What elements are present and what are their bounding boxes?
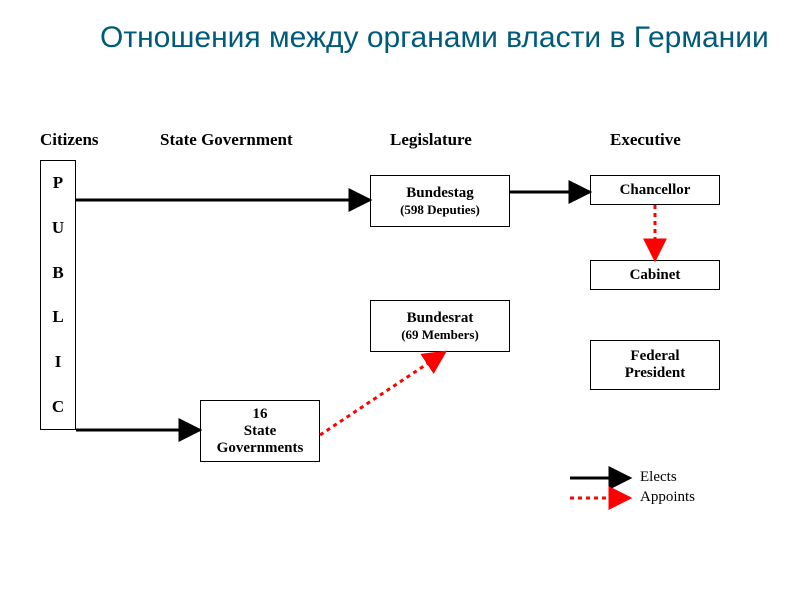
node-label: Federal <box>630 348 679 365</box>
node-state-governments: 16 State Governments <box>200 400 320 462</box>
public-letter: P <box>53 173 63 193</box>
col-executive: Executive <box>610 130 681 150</box>
node-bundesrat: Bundesrat (69 Members) <box>370 300 510 352</box>
node-label: President <box>625 365 686 382</box>
node-sublabel: (69 Members) <box>401 327 479 343</box>
public-letter: U <box>52 218 64 238</box>
node-federal-president: Federal President <box>590 340 720 390</box>
col-legislature: Legislature <box>390 130 472 150</box>
node-label: Governments <box>217 440 304 457</box>
node-sublabel: (598 Deputies) <box>400 202 480 218</box>
col-citizens: Citizens <box>40 130 99 150</box>
node-bundestag: Bundestag (598 Deputies) <box>370 175 510 227</box>
node-label: Cabinet <box>630 267 681 284</box>
legend-appoints: Appoints <box>640 489 695 506</box>
node-label: State <box>244 423 277 440</box>
public-letter: C <box>52 397 64 417</box>
public-letter: L <box>52 307 63 327</box>
public-letter: I <box>55 352 62 372</box>
public-box: P U B L I C <box>40 160 76 430</box>
col-state-gov: State Government <box>160 130 293 150</box>
node-chancellor: Chancellor <box>590 175 720 205</box>
node-label: 16 <box>253 406 268 423</box>
node-label: Chancellor <box>620 182 691 199</box>
page-title: Отношения между органами власти в Герман… <box>100 20 769 56</box>
public-letter: B <box>52 263 63 283</box>
appoints-arrow <box>320 352 445 435</box>
node-label: Bundestag <box>406 185 474 202</box>
legend-elects: Elects <box>640 469 677 486</box>
node-cabinet: Cabinet <box>590 260 720 290</box>
node-label: Bundesrat <box>407 310 474 327</box>
